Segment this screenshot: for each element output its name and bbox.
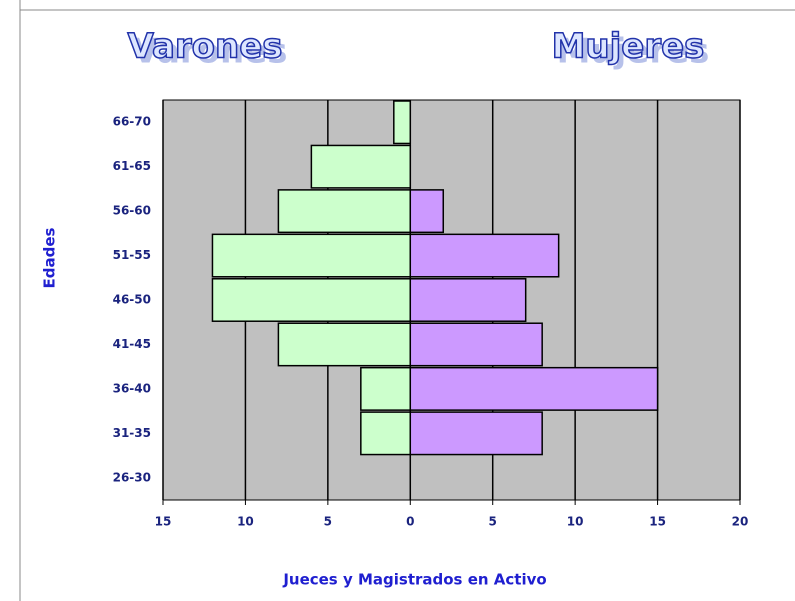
x-tick-label: 0 (406, 515, 414, 529)
y-tick-label: 36-40 (113, 381, 151, 395)
title-left: Varones (127, 27, 282, 67)
y-tick-label: 31-35 (113, 426, 151, 440)
bar (409, 411, 543, 456)
bar (409, 322, 543, 367)
bar (360, 366, 412, 411)
y-tick-label: 46-50 (113, 293, 151, 307)
y-tick-label: 66-70 (113, 115, 151, 129)
x-axis-title: Jueces y Magistrados en Activo (282, 571, 546, 589)
bar (393, 100, 412, 145)
y-tick-label: 61-65 (113, 159, 151, 173)
y-axis-title: Edades (41, 227, 59, 288)
bar (409, 233, 560, 278)
bar (211, 278, 412, 322)
bar (277, 189, 412, 234)
y-tick-label: 51-55 (113, 248, 151, 262)
plot-border (162, 99, 741, 501)
title-shadow: Mujeres (557, 32, 710, 72)
x-tick-label: 10 (567, 515, 584, 529)
x-tick-label: 5 (489, 515, 497, 529)
x-tick-label: 10 (237, 515, 254, 529)
title-right: Mujeres (552, 27, 705, 67)
x-tick-label: 20 (732, 515, 749, 529)
title-shadow: Varones (132, 32, 287, 72)
y-tick-label: 26-30 (113, 470, 151, 484)
x-tick-label: 15 (649, 515, 666, 529)
bar (409, 366, 659, 411)
bar (310, 144, 412, 189)
bar (409, 278, 527, 322)
y-tick-label: 41-45 (113, 337, 151, 351)
bar (277, 322, 412, 367)
y-tick-label: 56-60 (113, 204, 151, 218)
bar (211, 233, 412, 278)
x-tick-label: 15 (155, 515, 172, 529)
x-tick-label: 5 (324, 515, 332, 529)
bar (409, 189, 445, 234)
bar (360, 411, 412, 456)
